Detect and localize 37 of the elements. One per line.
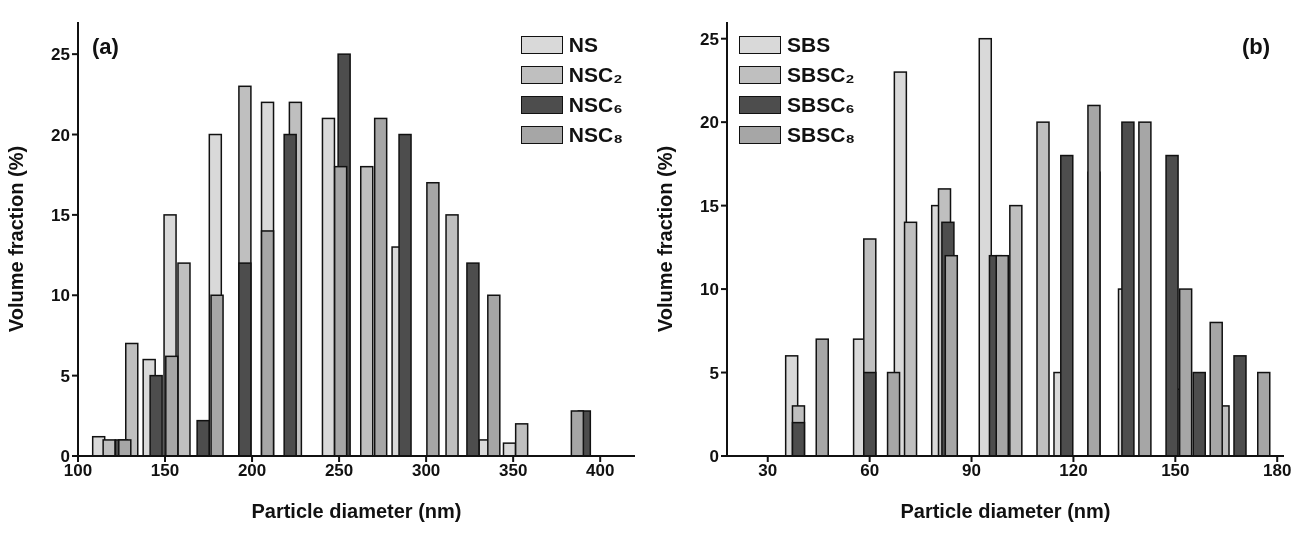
x-tick-label: 350 (498, 461, 528, 481)
legend-label: NSC₂ (568, 62, 623, 88)
x-tick-label: 150 (1161, 461, 1190, 481)
legend-label: NSC₆ (568, 92, 623, 118)
legend-label: NS (568, 32, 599, 58)
y-tick-label: 5 (709, 363, 719, 383)
y-tick-label: 5 (60, 366, 70, 386)
y-tick-label: 10 (700, 280, 719, 300)
x-tick-label: 400 (586, 461, 615, 481)
legend-label: NSC₈ (568, 122, 623, 148)
legend-label: SBSC₆ (787, 92, 855, 118)
y-tick-label: 25 (700, 29, 719, 49)
annotation: (b) (1241, 34, 1270, 60)
x-tick-label: 60 (860, 461, 880, 481)
legend-label: SBSC₂ (787, 62, 855, 88)
x-tick-label: 150 (150, 461, 180, 481)
x-tick-label: 30 (758, 461, 778, 481)
y-tick-label: 25 (51, 45, 70, 65)
y-axis-title: Volume fraction (%) (5, 145, 28, 333)
y-tick-label: 20 (700, 113, 719, 133)
x-tick-label: 300 (411, 461, 441, 481)
x-axis-title: Particle diameter (nm) (900, 500, 1111, 522)
y-tick-label: 15 (51, 205, 70, 225)
legend-label: SBSC₈ (787, 122, 856, 148)
x-tick-label: 200 (237, 461, 267, 481)
x-axis-title: Particle diameter (nm) (251, 500, 462, 522)
y-tick-label: 0 (709, 447, 719, 467)
x-tick-label: 120 (1059, 461, 1088, 481)
y-tick-label: 15 (700, 196, 719, 216)
x-tick-label: 180 (1263, 461, 1292, 481)
x-tick-label: 90 (962, 461, 981, 481)
x-tick-label: 250 (324, 461, 354, 481)
y-tick-label: 20 (51, 125, 70, 145)
legend-label: SBS (787, 32, 831, 58)
y-axis-title: Volume fraction (%) (654, 145, 677, 333)
annotation: (a) (92, 34, 119, 60)
y-tick-label: 10 (51, 286, 70, 306)
